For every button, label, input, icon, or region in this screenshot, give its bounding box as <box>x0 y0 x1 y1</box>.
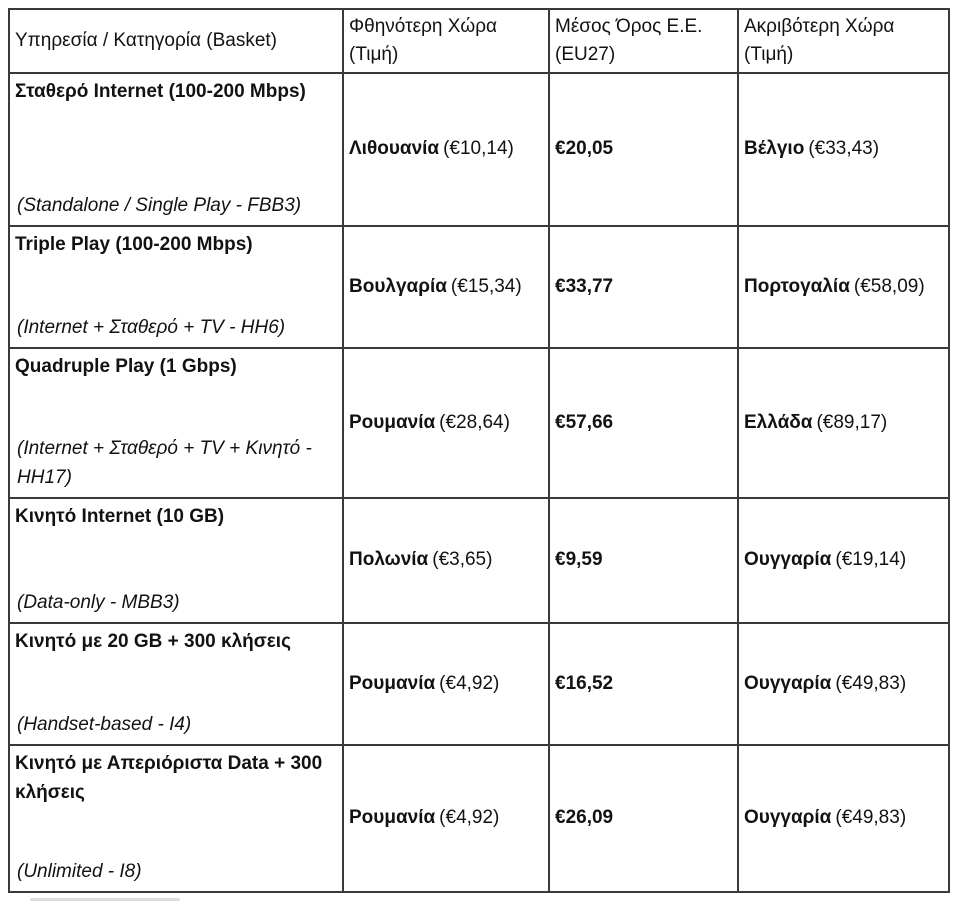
table-row: Σταθερό Internet (100-200 Mbps) (Standal… <box>8 72 950 227</box>
cheapest-price: (€3,65) <box>432 549 493 571</box>
eu-average-value: €16,52 <box>555 672 614 694</box>
expensive-cell: Ελλάδα (€89,17) <box>737 347 950 499</box>
table-row: Κινητό με Απεριόριστα Data + 300 κλήσεις… <box>8 744 950 893</box>
eu-average-cell: €9,59 <box>548 497 739 624</box>
eu-average-cell: €33,77 <box>548 225 739 349</box>
expensive-country: Πορτογαλία <box>744 275 850 297</box>
expensive-cell: Ουγγαρία (€49,83) <box>737 622 950 746</box>
expensive-country: Βέλγιο <box>744 138 805 160</box>
category-title: Κινητό με 20 GB + 300 κλήσεις <box>15 631 291 652</box>
cheapest-country: Ρουμανία <box>349 807 436 829</box>
pricing-table: Υπηρεσία / Κατηγορία (Basket) Φθηνότερη … <box>8 8 950 893</box>
category-title: Σταθερό Internet (100-200 Mbps) <box>15 81 306 102</box>
category-cell: Quadruple Play (1 Gbps) (Internet + Σταθ… <box>8 347 344 499</box>
category-cell: Κινητό Internet (10 GB) (Data-only - MBB… <box>8 497 344 624</box>
expensive-price: (€58,09) <box>853 275 925 297</box>
table-row: Κινητό Internet (10 GB) (Data-only - MBB… <box>8 497 950 624</box>
col-header-most-expensive-country: Ακριβότερη Χώρα (Τιμή) <box>737 8 950 74</box>
cheapest-country: Λιθουανία <box>349 138 440 160</box>
cheapest-price: (€28,64) <box>439 411 510 433</box>
expensive-cell: Ουγγαρία (€49,83) <box>737 744 950 893</box>
expensive-cell: Πορτογαλία (€58,09) <box>737 225 950 349</box>
expensive-price: (€19,14) <box>835 549 907 571</box>
cheapest-price: (€4,92) <box>439 807 500 829</box>
cheapest-cell: Ρουμανία (€28,64) <box>342 347 550 499</box>
cheapest-cell: Πολωνία (€3,65) <box>342 497 550 624</box>
basket-code: (Internet + Σταθερό + TV + Κινητό - HH17… <box>17 438 312 488</box>
cheapest-cell: Ρουμανία (€4,92) <box>342 744 550 893</box>
col-header-service-category: Υπηρεσία / Κατηγορία (Basket) <box>8 8 344 74</box>
pricing-table-container: Υπηρεσία / Κατηγορία (Basket) Φθηνότερη … <box>8 8 950 893</box>
cheapest-country: Βουλγαρία <box>349 275 447 297</box>
basket-code: (Data-only - MBB3) <box>17 591 180 613</box>
col-header-cheapest-country: Φθηνότερη Χώρα (Τιμή) <box>342 8 550 74</box>
eu-average-value: €33,77 <box>555 275 614 297</box>
category-title: Triple Play (100-200 Mbps) <box>15 234 253 255</box>
cheapest-cell: Λιθουανία (€10,14) <box>342 72 550 227</box>
expensive-country: Ουγγαρία <box>744 549 832 571</box>
category-cell: Σταθερό Internet (100-200 Mbps) (Standal… <box>8 72 344 227</box>
cheapest-price: (€10,14) <box>443 138 514 160</box>
expensive-country: Ελλάδα <box>744 411 813 433</box>
category-cell: Κινητό με 20 GB + 300 κλήσεις (Handset-b… <box>8 622 344 746</box>
eu-average-value: €9,59 <box>555 549 603 571</box>
page-bottom-artifact <box>30 898 180 901</box>
eu-average-cell: €57,66 <box>548 347 739 499</box>
category-title: Κινητό με Απεριόριστα Data + 300 κλήσεις <box>15 753 323 803</box>
eu-average-cell: €26,09 <box>548 744 739 893</box>
expensive-price: (€49,83) <box>835 672 907 694</box>
expensive-price: (€33,43) <box>808 138 880 160</box>
eu-average-value: €57,66 <box>555 411 614 433</box>
category-title: Κινητό Internet (10 GB) <box>15 506 225 527</box>
eu-average-value: €26,09 <box>555 807 614 829</box>
table-row: Quadruple Play (1 Gbps) (Internet + Σταθ… <box>8 347 950 499</box>
cheapest-country: Ρουμανία <box>349 411 436 433</box>
category-cell: Triple Play (100-200 Mbps) (Internet + Σ… <box>8 225 344 349</box>
header-row: Υπηρεσία / Κατηγορία (Basket) Φθηνότερη … <box>8 8 950 74</box>
cheapest-price: (€15,34) <box>450 275 522 297</box>
expensive-cell: Ουγγαρία (€19,14) <box>737 497 950 624</box>
table-row: Κινητό με 20 GB + 300 κλήσεις (Handset-b… <box>8 622 950 746</box>
eu-average-cell: €16,52 <box>548 622 739 746</box>
basket-code: (Internet + Σταθερό + TV - HH6) <box>17 316 286 338</box>
expensive-price: (€49,83) <box>835 807 907 829</box>
cheapest-cell: Βουλγαρία (€15,34) <box>342 225 550 349</box>
eu-average-cell: €20,05 <box>548 72 739 227</box>
category-cell: Κινητό με Απεριόριστα Data + 300 κλήσεις… <box>8 744 344 893</box>
cheapest-country: Πολωνία <box>349 549 429 571</box>
expensive-price: (€89,17) <box>816 411 888 433</box>
basket-code: (Handset-based - I4) <box>17 713 192 735</box>
table-row: Triple Play (100-200 Mbps) (Internet + Σ… <box>8 225 950 349</box>
cheapest-country: Ρουμανία <box>349 672 436 694</box>
expensive-country: Ουγγαρία <box>744 672 832 694</box>
expensive-cell: Βέλγιο (€33,43) <box>737 72 950 227</box>
expensive-country: Ουγγαρία <box>744 807 832 829</box>
col-header-eu-average: Μέσος Όρος Ε.Ε. (EU27) <box>548 8 739 74</box>
eu-average-value: €20,05 <box>555 138 614 160</box>
basket-code: (Standalone / Single Play - FBB3) <box>17 194 302 216</box>
cheapest-cell: Ρουμανία (€4,92) <box>342 622 550 746</box>
cheapest-price: (€4,92) <box>439 672 500 694</box>
category-title: Quadruple Play (1 Gbps) <box>15 356 237 377</box>
basket-code: (Unlimited - I8) <box>17 860 142 882</box>
